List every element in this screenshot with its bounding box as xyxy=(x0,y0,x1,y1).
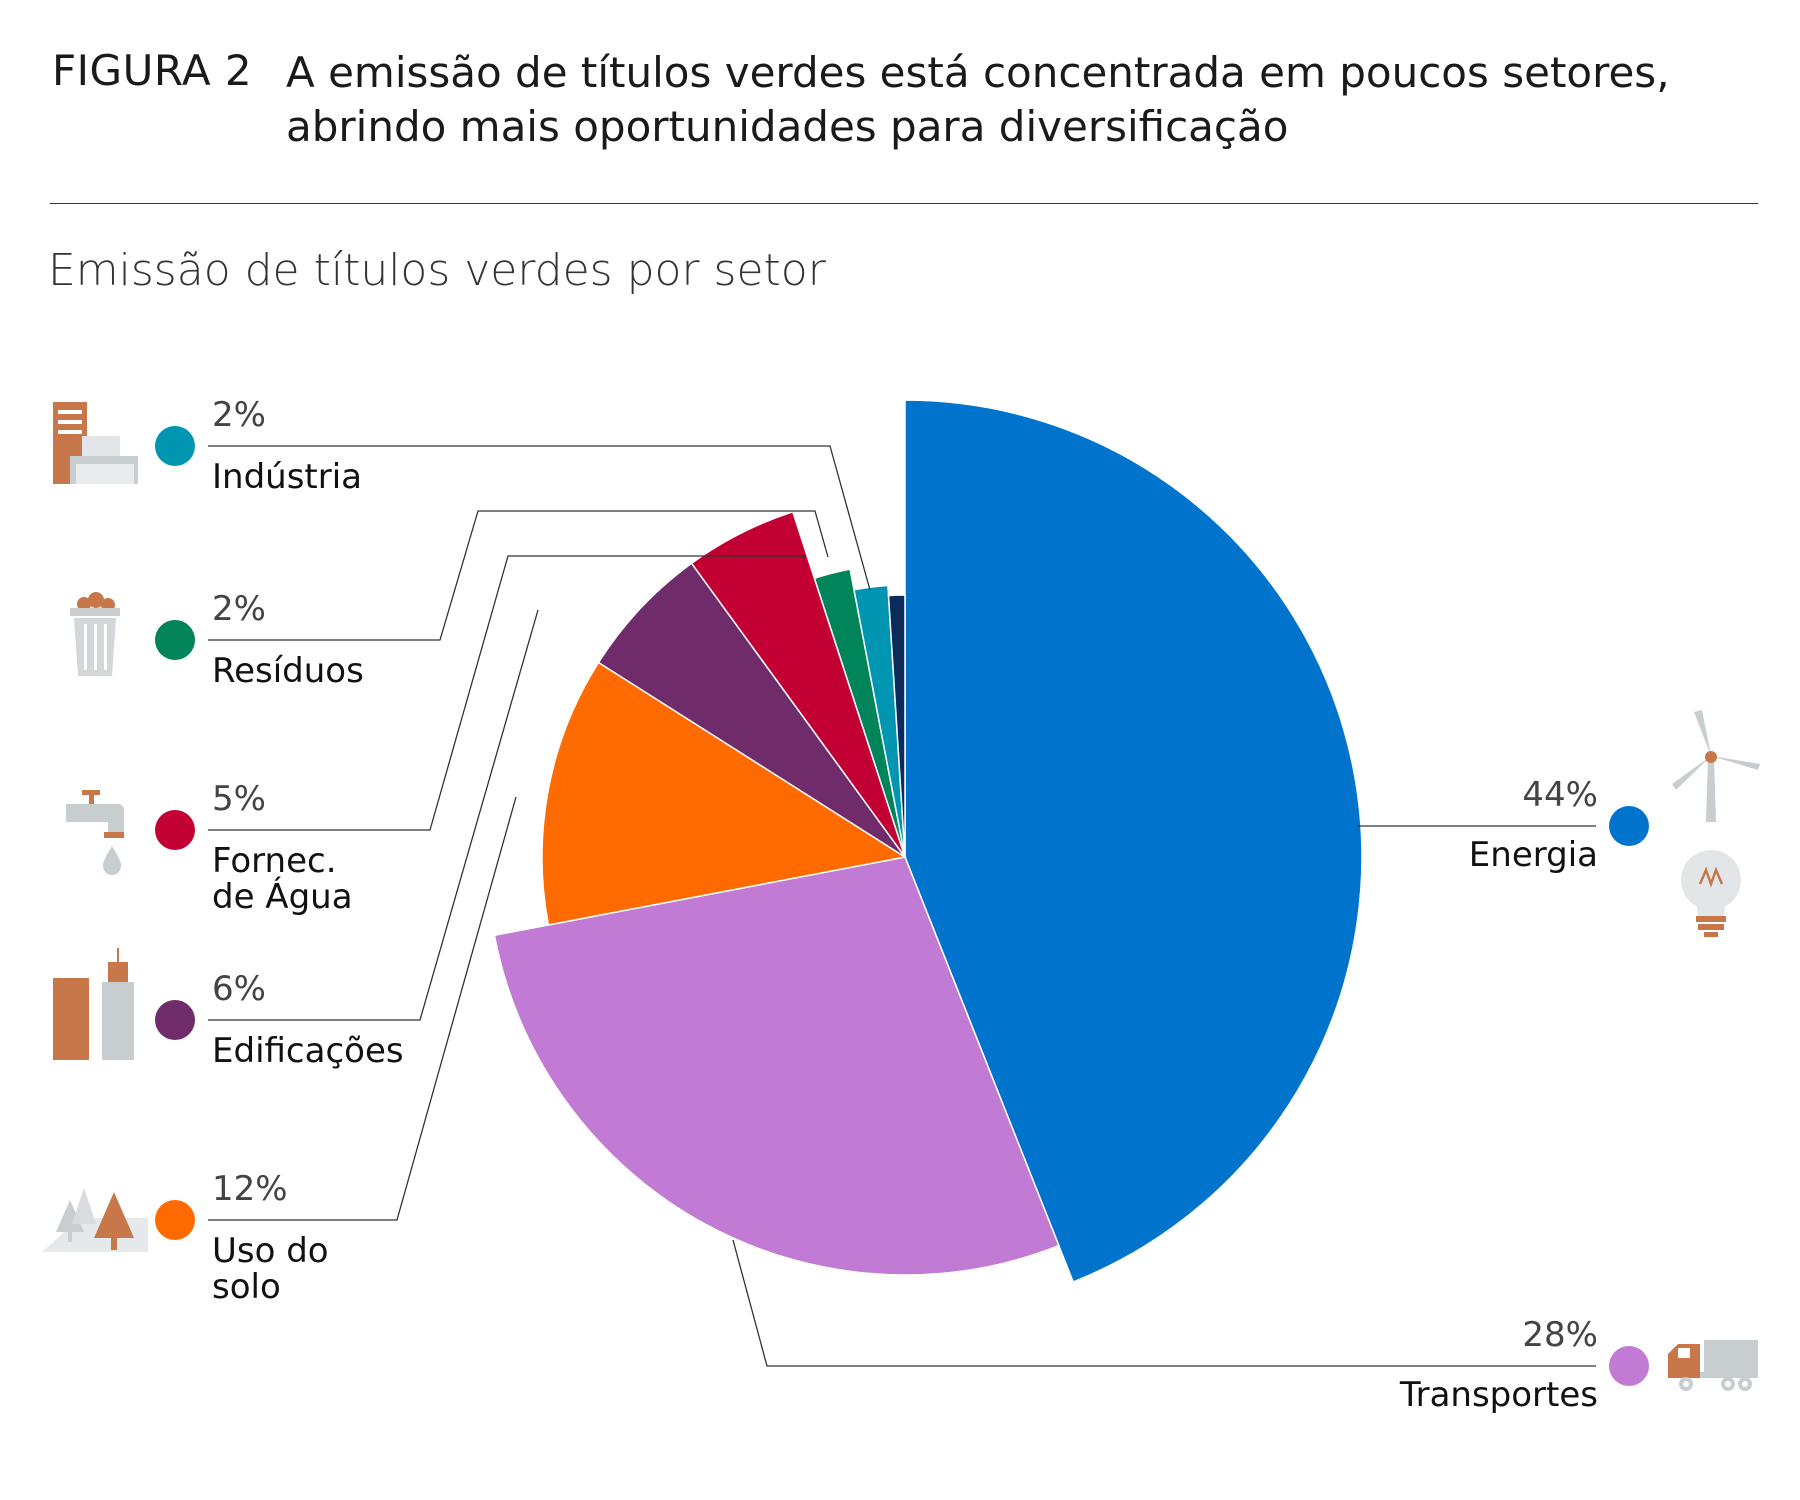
data-label-edificações: 6% xyxy=(212,969,266,1009)
data-label-indústria: 2% xyxy=(212,395,266,435)
wind-turbine-icon xyxy=(1672,710,1760,822)
lightbulb-icon xyxy=(1681,850,1741,937)
pie-slice-outros xyxy=(887,594,906,858)
leader-line-edificações xyxy=(208,609,539,1021)
buildings-icon xyxy=(53,948,134,1060)
slice-label-fornec-de-água: Fornec. de Água xyxy=(212,841,353,917)
data-label-resíduos: 2% xyxy=(212,589,266,629)
legend-dot-resíduos xyxy=(155,620,195,660)
slice-label-uso-do-solo: Uso do solo xyxy=(212,1231,329,1307)
data-label-transportes: 28% xyxy=(1522,1315,1598,1355)
pie-slice-uso-do-solo xyxy=(541,661,908,926)
figure-title: A emissão de títulos verdes está concent… xyxy=(286,48,1670,151)
legend-dot-uso-do-solo xyxy=(155,1200,195,1240)
legend-dot-fornec-de-água xyxy=(155,810,195,850)
pie-slice-edificações xyxy=(597,562,906,858)
pie-slice-fornec-de-água xyxy=(690,510,906,858)
legend-dot-energia xyxy=(1609,806,1649,846)
trees-icon xyxy=(42,1188,148,1252)
water-tap-icon xyxy=(66,790,124,875)
pie-slice-transportes xyxy=(493,856,1060,1276)
data-label-energia: 44% xyxy=(1522,775,1598,815)
legend-dot-indústria xyxy=(155,426,195,466)
truck-icon xyxy=(1668,1340,1758,1391)
leader-line-transportes xyxy=(732,1239,1596,1367)
slice-label-resíduos: Resíduos xyxy=(212,651,364,691)
trash-bin-icon xyxy=(70,592,120,676)
pie-slice-indústria xyxy=(853,584,906,858)
legend-dot-transportes xyxy=(1609,1346,1649,1386)
slice-label-edificações: Edificações xyxy=(212,1031,404,1071)
legend-dot-edificações xyxy=(155,1000,195,1040)
data-label-fornec-de-água: 5% xyxy=(212,779,266,819)
slice-label-energia: Energia xyxy=(1469,835,1598,875)
figure-label: FIGURA 2 xyxy=(52,46,253,95)
data-label-uso-do-solo: 12% xyxy=(212,1169,288,1209)
leader-line-fornec-de-água xyxy=(208,555,805,831)
title-divider xyxy=(50,203,1758,204)
slice-label-indústria: Indústria xyxy=(212,457,362,497)
slice-label-transportes: Transportes xyxy=(1399,1375,1598,1415)
pie-slice-energia xyxy=(904,399,1363,1283)
factory-icon xyxy=(53,402,138,484)
leader-line-uso-do-solo xyxy=(208,796,517,1221)
pie-slice-resíduos xyxy=(813,568,906,858)
leader-line-resíduos xyxy=(208,510,829,641)
leader-line-indústria xyxy=(208,445,871,591)
chart-subtitle: Emissão de títulos verdes por setor xyxy=(48,245,826,296)
